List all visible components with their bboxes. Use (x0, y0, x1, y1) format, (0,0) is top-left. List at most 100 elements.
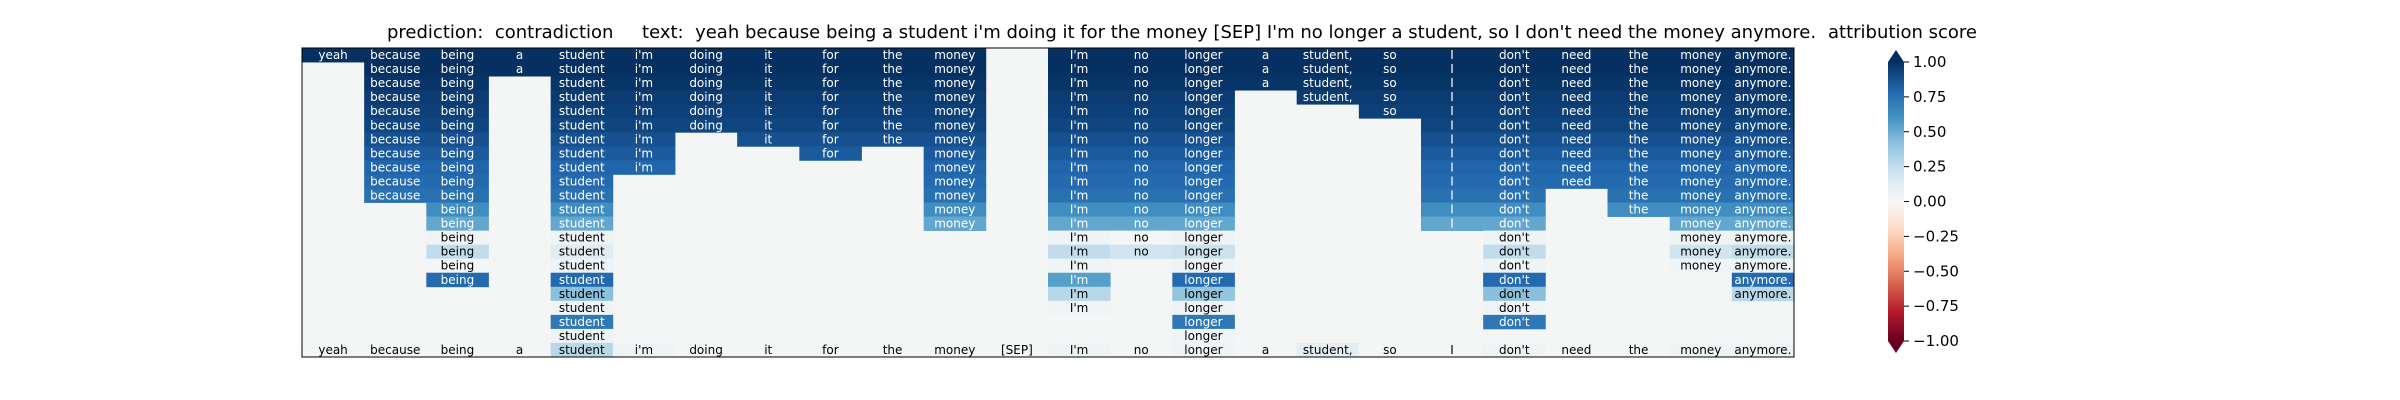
token-label: I'm (1070, 160, 1089, 174)
token-label: the (1629, 48, 1649, 62)
heatmap-cell (550, 76, 614, 91)
heatmap-cell (426, 188, 489, 203)
heatmap-cell (923, 48, 987, 63)
token-label: need (1561, 132, 1591, 146)
token-label: don't (1499, 90, 1530, 104)
token-label: student (559, 174, 605, 188)
colorbar-tick-label: −0.25 (1913, 227, 1959, 245)
heatmap-cell (1358, 48, 1422, 63)
heatmap-cell (612, 342, 676, 358)
heatmap-cell (550, 258, 614, 274)
token-label: being (441, 104, 475, 118)
heatmap-cell (550, 188, 614, 203)
heatmap-cell (923, 76, 987, 91)
heatmap-cell (612, 104, 676, 119)
token-label: need (1561, 174, 1591, 188)
heatmap-cell (1048, 48, 1111, 63)
token-label: need (1561, 48, 1591, 62)
token-label: the (883, 90, 903, 104)
heatmap-cell (1669, 188, 1733, 203)
heatmap-cell (1172, 230, 1235, 246)
token-label: money (934, 203, 975, 217)
token-label: money (1680, 146, 1721, 160)
heatmap-cell (302, 342, 365, 358)
token-label: longer (1184, 188, 1222, 202)
heatmap-cell (1172, 258, 1235, 274)
heatmap-cell (550, 342, 614, 358)
token-label: i'm (635, 62, 653, 76)
heatmap-cell (612, 62, 676, 77)
heatmap-cell (426, 174, 489, 189)
heatmap-cell (1421, 62, 1484, 77)
heatmap-cell (1234, 48, 1298, 63)
token-label: I (1450, 146, 1454, 160)
heatmap-cell (1669, 202, 1733, 217)
heatmap-cell (1048, 216, 1111, 231)
heatmap-cell (1669, 104, 1733, 119)
heatmap-cell (1048, 202, 1111, 217)
heatmap-cell (1421, 146, 1484, 161)
heatmap-cell (1483, 300, 1546, 316)
colorbar-tick-label: −0.50 (1913, 262, 1959, 280)
token-label: the (883, 76, 903, 90)
token-label: longer (1184, 343, 1222, 357)
token-label: being (441, 259, 475, 273)
heatmap-cell (1048, 132, 1111, 147)
heatmap-cell (1731, 104, 1795, 119)
heatmap-cell (1731, 90, 1795, 105)
heatmap-cell (426, 230, 489, 246)
token-label: being (441, 146, 475, 160)
token-label: don't (1499, 48, 1530, 62)
colorbar-tick-label: 1.00 (1913, 53, 1946, 71)
heatmap-cell (1048, 286, 1111, 302)
heatmap-cell (1172, 48, 1235, 63)
colorbar-extend-min (1888, 341, 1904, 353)
heatmap-cell (1048, 244, 1111, 260)
token-label: the (1629, 62, 1649, 76)
heatmap-cell (1483, 258, 1546, 274)
heatmap-cell (799, 76, 862, 91)
heatmap-cell (1669, 342, 1733, 358)
heatmap-cell (1172, 104, 1235, 119)
heatmap-cell (1483, 202, 1546, 217)
heatmap-cell (737, 118, 800, 133)
heatmap-cell (1731, 146, 1795, 161)
token-label: [SEP] (1001, 343, 1033, 357)
token-label: longer (1184, 231, 1222, 245)
token-label: no (1134, 203, 1149, 217)
token-label: no (1134, 90, 1149, 104)
token-label: the (1629, 188, 1649, 202)
token-label: don't (1499, 118, 1530, 132)
heatmap-cell (612, 90, 676, 105)
token-label: no (1134, 231, 1149, 245)
token-label: it (764, 343, 772, 357)
heatmap-cell (1172, 286, 1235, 302)
token-label: i'm (635, 146, 653, 160)
heatmap-cells: yeah because being a student i'm doing it for the… (302, 48, 1795, 358)
token-label: anymore. (1734, 146, 1791, 160)
heatmap-cell (1296, 62, 1360, 77)
token-label: money (934, 104, 975, 118)
token-label: because (370, 160, 420, 174)
token-label: yeah (318, 343, 347, 357)
token-label: doing (689, 90, 723, 104)
heatmap-cell (1296, 342, 1360, 358)
token-label: being (441, 132, 475, 146)
heatmap-cell (1545, 146, 1608, 161)
token-label: the (1629, 132, 1649, 146)
heatmap-cell (1669, 132, 1733, 147)
heatmap-cell (923, 104, 987, 119)
token-label: don't (1499, 259, 1530, 273)
heatmap-cell (364, 174, 427, 189)
heatmap-cell (737, 76, 800, 91)
heatmap-cell (799, 118, 862, 133)
token-label: student (559, 90, 605, 104)
heatmap-cell (612, 76, 676, 91)
heatmap-cell (550, 216, 614, 231)
heatmap-cell (550, 160, 614, 175)
token-label: anymore. (1734, 132, 1791, 146)
heatmap-cell (1048, 300, 1111, 316)
heatmap-cell (1669, 76, 1733, 91)
token-label: need (1561, 104, 1591, 118)
heatmap-cell (1110, 174, 1173, 189)
